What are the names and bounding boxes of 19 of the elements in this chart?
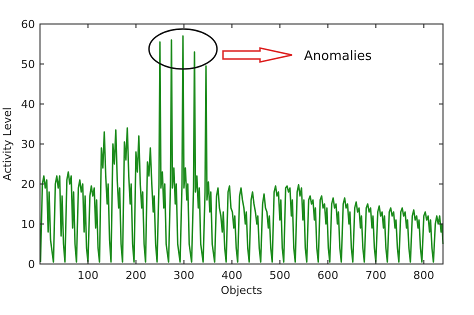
y-axis-title: Activity Level xyxy=(1,107,14,181)
x-axis-title: Objects xyxy=(220,284,263,297)
x-tick-label: 600 xyxy=(317,269,338,282)
y-tick-label: 50 xyxy=(21,58,35,71)
x-tick-label: 100 xyxy=(77,269,98,282)
y-tick-label: 10 xyxy=(21,218,35,231)
x-tick-label: 400 xyxy=(221,269,242,282)
y-tick-label: 0 xyxy=(28,258,35,271)
y-tick-label: 60 xyxy=(21,18,35,31)
y-tick-label: 30 xyxy=(21,138,35,151)
line-series xyxy=(40,35,444,263)
x-tick-label: 500 xyxy=(269,269,290,282)
x-tick-label: 800 xyxy=(413,269,434,282)
x-tick-label: 300 xyxy=(173,269,194,282)
x-tick-label: 700 xyxy=(365,269,386,282)
y-tick-label: 20 xyxy=(21,178,35,191)
annotation: Anomalies xyxy=(304,49,372,64)
y-tick-label: 40 xyxy=(21,98,35,111)
x-tick-label: 200 xyxy=(125,269,146,282)
